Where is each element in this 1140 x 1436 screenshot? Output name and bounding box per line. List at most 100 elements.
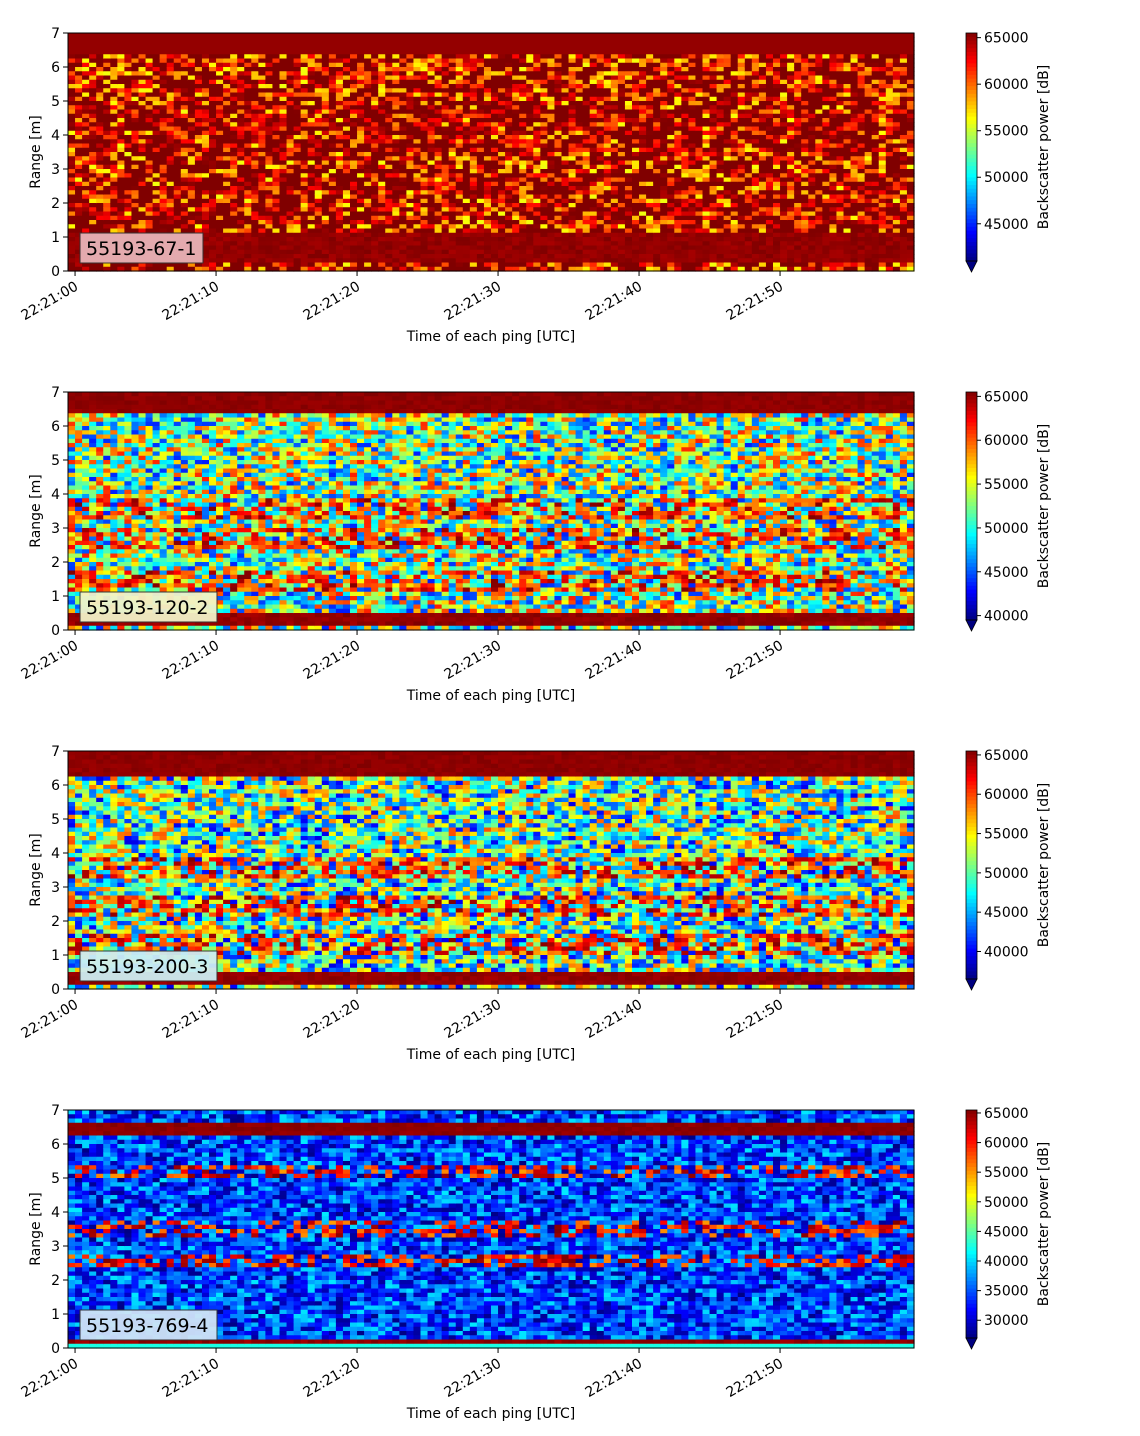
colorbar-extend-arrow [965,1337,978,1350]
colorbar-tick-label: 55000 [984,1165,1029,1181]
colorbar-segment [966,796,977,801]
colorbar-segment [966,131,977,137]
y-tick-label: 1 [51,589,60,605]
colorbar-segment [966,785,977,790]
colorbar-segment [966,1117,977,1122]
colorbar-segment [966,403,977,408]
colorbar-segment [966,941,977,946]
x-tick-label: 22:21:30 [442,1356,504,1401]
station-label-box [79,232,204,264]
x-tick-label: 22:21:20 [301,279,363,324]
colorbar-segment [966,188,977,194]
y-tick-label: 3 [51,880,60,896]
colorbar-segment [966,143,977,148]
x-tick-label: 22:21:20 [301,638,363,683]
colorbar-segment [966,925,977,931]
colorbar-segment [966,471,977,477]
colorbar-segment [966,154,977,159]
colorbar-segment [966,1216,977,1221]
colorbar-tick-label: 40000 [984,609,1029,625]
colorbar-segment [966,952,977,957]
colorbar-segment [966,418,977,423]
colorbar-segment [966,437,977,442]
colorbar-segment [966,937,977,942]
colorbar: 40000 45000 50000 55000 60000 65000 Backscatte… [965,748,1052,991]
colorbar-segment [966,811,977,817]
colorbar-label: Backscatter power [dB] [1036,1142,1052,1307]
colorbar-label: Backscatter power [dB] [1036,424,1052,589]
colorbar-tick-label: 60000 [984,1136,1029,1152]
y-axis-label: Range [m] [28,1192,44,1265]
colorbar-segment [966,967,977,972]
colorbar-segment [966,399,977,404]
colorbar-segment [966,1246,977,1252]
colorbar-segment [966,173,977,178]
colorbar-segment [966,433,977,439]
colorbar-segment [966,792,977,798]
colorbar-segment [966,800,977,805]
x-axis-label: Time of each ping [UTC] [406,1406,576,1422]
colorbar-segment [966,944,977,950]
colorbar-segment [966,555,977,560]
y-tick-label: 6 [51,419,60,435]
colorbar-segment [966,1144,977,1149]
colorbar-segment [966,1182,977,1187]
colorbar-segment [966,612,977,617]
station-label-box [79,591,218,623]
colorbar-segment [966,551,977,556]
colorbar-segment [966,766,977,771]
colorbar-tick-label: 35000 [984,1284,1029,1300]
colorbar-segment [966,1224,977,1229]
colorbar-segment [966,604,977,610]
colorbar-segment [966,532,977,537]
colorbar-segment [966,868,977,874]
colorbar-segment [966,566,977,572]
colorbar-segment [966,830,977,836]
colorbar-segment [966,517,977,522]
colorbar-segment [966,1311,977,1316]
colorbar-segment [966,547,977,553]
x-tick-label: 22:21:40 [583,279,645,324]
colorbar-segment [966,1326,977,1331]
colorbar-tick-label: 40000 [984,944,1029,960]
colorbar-segment [966,234,977,239]
colorbar-segment [966,78,977,83]
y-tick-label: 0 [51,623,60,639]
colorbar-segment [966,1322,977,1328]
colorbar-tick-label: 55000 [984,477,1029,493]
colorbar-segment [966,1132,977,1138]
colorbar-segment [966,452,977,458]
colorbar-tick-label: 60000 [984,787,1029,803]
colorbar-segment [966,204,977,209]
colorbar-segment [966,1334,977,1339]
colorbar-segment [966,589,977,594]
colorbar-segment [966,109,977,114]
colorbar-segment [966,876,977,881]
y-tick-label: 4 [51,1205,60,1221]
colorbar-segment [966,1227,977,1233]
colorbar-segment [966,777,977,782]
y-tick-label: 5 [51,812,60,828]
y-tick-label: 3 [51,162,60,178]
x-tick-label: 22:21:10 [160,638,222,683]
y-tick-label: 0 [51,1341,60,1357]
colorbar-tick-label: 40000 [984,1254,1029,1270]
colorbar-segment [966,861,977,866]
colorbar-tick-label: 50000 [984,521,1029,537]
colorbar-segment [966,1296,977,1301]
station-label: 55193-769-4 [86,1315,209,1337]
colorbar-segment [966,249,977,254]
colorbar-segment [966,1231,977,1236]
chart-panel-3: 0 1 2 3 4 5 6 7 22:21:00 22:21:10 22:21:20 22:21:30… [19,744,1052,1063]
colorbar-segment [966,570,977,575]
colorbar-segment [966,899,977,904]
y-tick-label: 0 [51,264,60,280]
colorbar-segment [966,773,977,779]
colorbar: 45000 50000 55000 60000 65000 Backscatter pow… [965,31,1052,273]
colorbar-tick-label: 60000 [984,433,1029,449]
colorbar-segment [966,67,977,72]
colorbar-extend-arrow [965,260,978,273]
x-tick-label: 22:21:40 [583,1356,645,1401]
colorbar-segment [966,804,977,809]
colorbar-segment [966,177,977,182]
